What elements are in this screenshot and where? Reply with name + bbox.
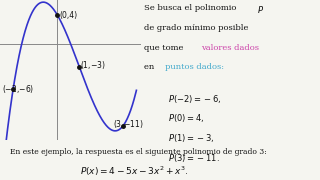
Text: ($-$2,$-$6): ($-$2,$-$6)	[2, 83, 35, 95]
Text: $P(1) = -3,$: $P(1) = -3,$	[168, 132, 214, 144]
Text: $P(-2) = -6,$: $P(-2) = -6,$	[168, 93, 221, 105]
Text: que tome: que tome	[144, 44, 186, 51]
Text: En este ejemplo, la respuesta es el siguiente polinomio de grado 3:: En este ejemplo, la respuesta es el sigu…	[10, 148, 267, 156]
Text: valores dados: valores dados	[201, 44, 259, 51]
Text: $P$: $P$	[257, 4, 264, 15]
Text: puntos dados:: puntos dados:	[165, 63, 224, 71]
Text: Se busca el polinomio: Se busca el polinomio	[144, 4, 239, 12]
Text: (3,$-$11): (3,$-$11)	[113, 118, 144, 130]
Text: $P(0) = 4,$: $P(0) = 4,$	[168, 112, 204, 124]
Text: en: en	[144, 63, 157, 71]
Text: (1,$-$3): (1,$-$3)	[80, 59, 106, 71]
Text: (0,4): (0,4)	[60, 12, 77, 21]
Text: de grado mínimo posible: de grado mínimo posible	[144, 24, 249, 32]
Text: $P(3) = -11.$: $P(3) = -11.$	[168, 152, 220, 164]
Text: $P(x) = 4 - 5x - 3x^2 + x^3.$: $P(x) = 4 - 5x - 3x^2 + x^3.$	[80, 165, 188, 178]
